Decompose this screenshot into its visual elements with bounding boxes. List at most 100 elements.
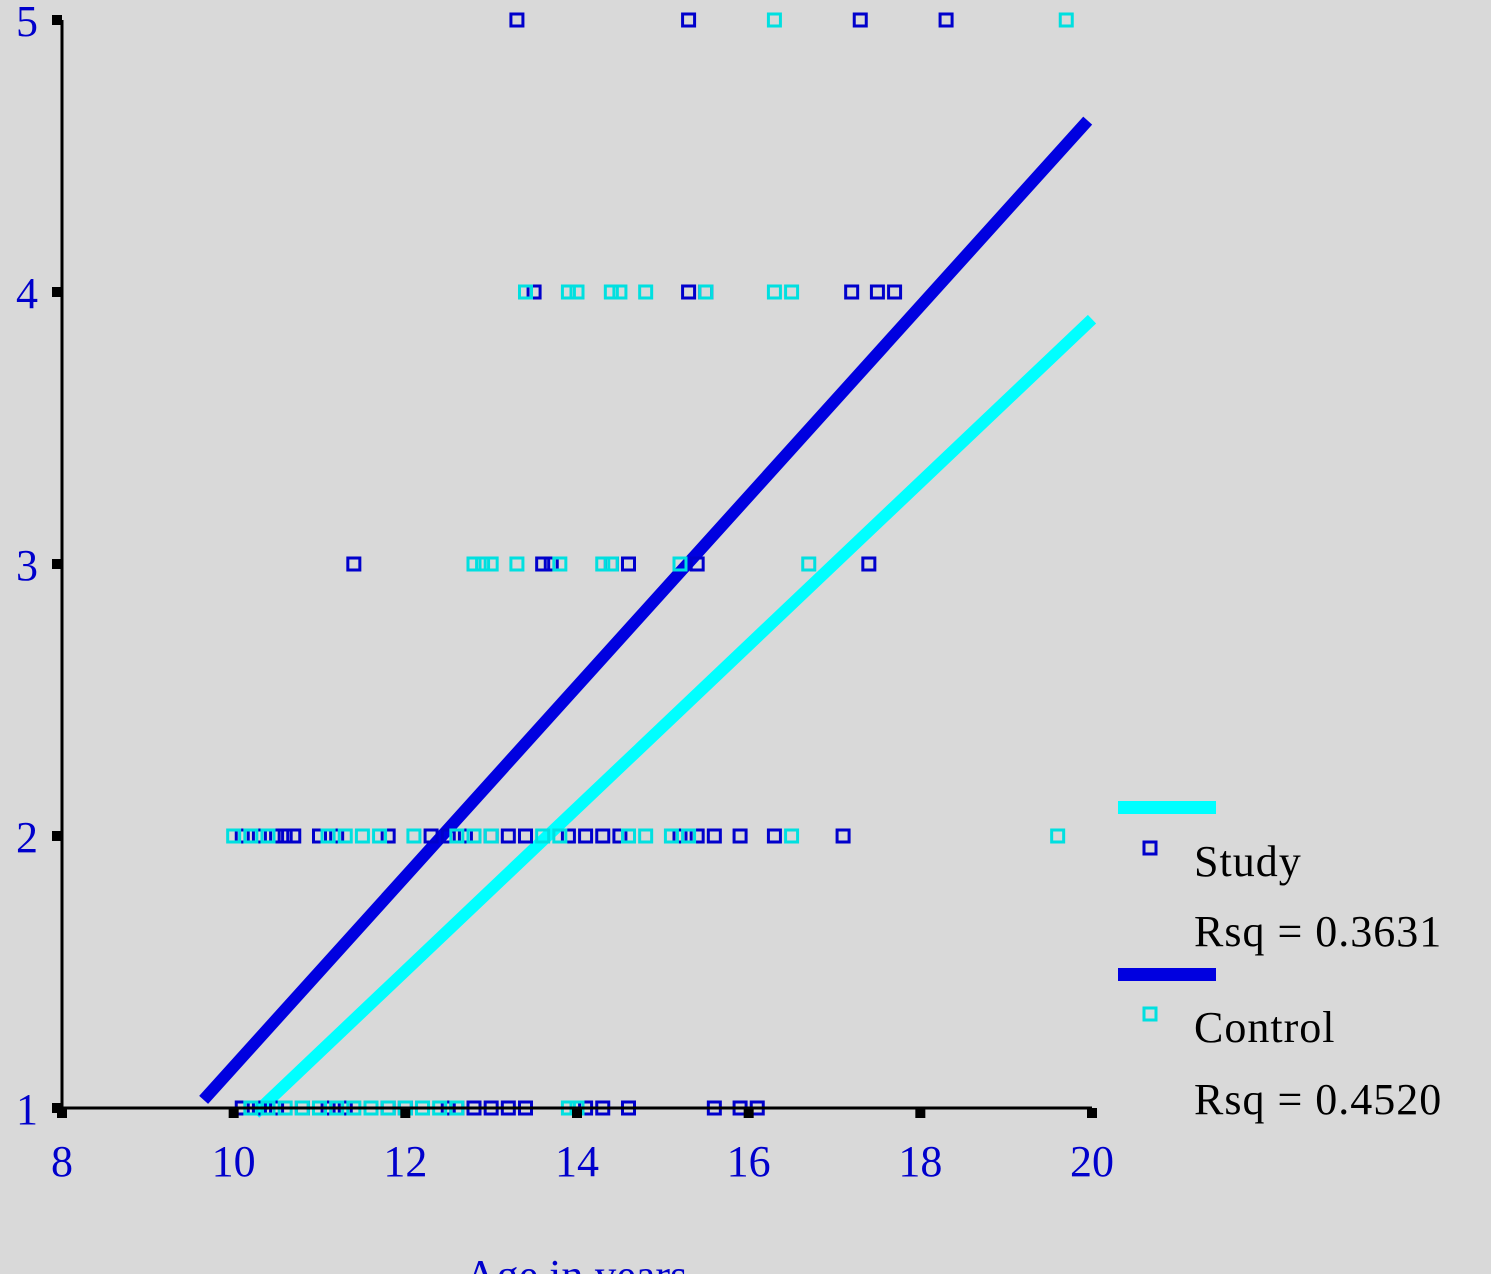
data-point-control (681, 828, 697, 844)
data-point-control (698, 284, 714, 300)
data-point-control (243, 828, 259, 844)
x-tick-mark (743, 1108, 754, 1118)
data-point-study (286, 828, 302, 844)
legend-label-control: Control (1194, 1003, 1335, 1052)
data-point-study (844, 284, 860, 300)
data-point-control (801, 556, 817, 572)
x-tick-mark (400, 1108, 411, 1118)
data-point-control (784, 828, 800, 844)
data-point-study (835, 828, 851, 844)
data-point-study (861, 556, 877, 572)
data-point-control (621, 828, 636, 844)
data-points (226, 12, 1074, 1116)
data-point-study (312, 828, 327, 844)
data-point-control (466, 828, 482, 844)
fit-lines (199, 116, 1097, 1118)
y-tick-label: 1 (16, 1085, 38, 1134)
data-point-study (329, 828, 345, 844)
x-tick-mark (915, 1108, 926, 1118)
data-point-study (689, 828, 705, 844)
data-point-control (784, 284, 800, 300)
legend-fit-line-control (1118, 801, 1216, 814)
data-point-study (698, 284, 714, 300)
data-point-study (518, 828, 533, 844)
data-point-study (560, 828, 576, 844)
data-point-control (475, 556, 491, 572)
fit-line-study (199, 116, 1093, 1104)
legend-marker-study (1142, 840, 1158, 856)
x-tick-mark (228, 1108, 239, 1118)
data-point-control (560, 284, 576, 300)
data-point-study (681, 12, 697, 28)
data-point-control (603, 556, 619, 572)
x-tick-label: 20 (1070, 1137, 1114, 1186)
data-point-control (612, 284, 628, 300)
data-point-study (440, 828, 456, 844)
data-point-study (681, 284, 697, 300)
data-point-control (372, 828, 388, 844)
x-tick-label: 14 (555, 1137, 599, 1186)
data-point-control (260, 828, 276, 844)
data-point-control (595, 556, 611, 572)
data-point-study (732, 828, 748, 844)
x-tick-label: 8 (51, 1137, 73, 1186)
data-point-study (483, 828, 499, 844)
legend-marker-control (1142, 1006, 1158, 1022)
data-point-study (526, 284, 542, 300)
data-point-study (621, 556, 636, 572)
x-tick-mark (572, 1108, 582, 1118)
y-tick-label: 5 (16, 0, 38, 46)
data-point-control (552, 556, 568, 572)
data-point-study (689, 556, 705, 572)
x-tick-mark (57, 1108, 67, 1118)
data-point-study (543, 556, 559, 572)
data-point-control (638, 828, 654, 844)
data-point-study (380, 828, 396, 844)
data-point-study (578, 828, 594, 844)
y-tick-mark (52, 559, 62, 569)
data-point-study (612, 828, 628, 844)
data-point-control (535, 828, 551, 844)
data-point-study (603, 556, 619, 572)
x-tick-label: 18 (898, 1137, 942, 1186)
data-point-control (354, 828, 370, 844)
data-point-control (483, 828, 499, 844)
data-point-control (603, 284, 619, 300)
data-point-study (457, 828, 473, 844)
data-point-study (938, 12, 954, 28)
legend: Study Rsq = 0.3631 Control Rsq = 0.4520 (1118, 801, 1442, 1124)
x-tick-label: 10 (212, 1137, 256, 1186)
data-point-control (552, 828, 568, 844)
data-point-study (234, 828, 250, 844)
data-point-study (251, 828, 267, 844)
data-point-control (509, 556, 525, 572)
data-point-control (483, 556, 499, 572)
data-point-control (466, 556, 482, 572)
data-point-control (569, 284, 585, 300)
data-point-control (406, 828, 422, 844)
data-point-study (346, 556, 362, 572)
legend-rsq-control: Rsq = 0.4520 (1194, 1075, 1442, 1124)
data-point-study (277, 828, 293, 844)
y-tick-mark (52, 287, 62, 297)
y-tick-mark (52, 15, 62, 25)
data-point-study (595, 828, 611, 844)
y-tick-mark (52, 831, 62, 841)
data-point-study (672, 828, 688, 844)
data-point-control (226, 828, 242, 844)
data-point-study (766, 828, 782, 844)
data-point-control (766, 284, 782, 300)
legend-fit-line-study (1118, 968, 1216, 981)
data-point-control (449, 828, 465, 844)
fit-line-control (250, 314, 1097, 1118)
data-point-study (269, 828, 285, 844)
data-point-control (638, 284, 654, 300)
data-point-control (337, 828, 353, 844)
data-point-study (869, 284, 885, 300)
x-tick-mark (1087, 1108, 1097, 1118)
x-axis-title: Age in years (465, 1251, 687, 1274)
y-tick-label: 4 (16, 269, 38, 318)
x-ticks: 8 10 12 14 16 18 20 (51, 1108, 1114, 1186)
x-tick-label: 16 (727, 1137, 771, 1186)
